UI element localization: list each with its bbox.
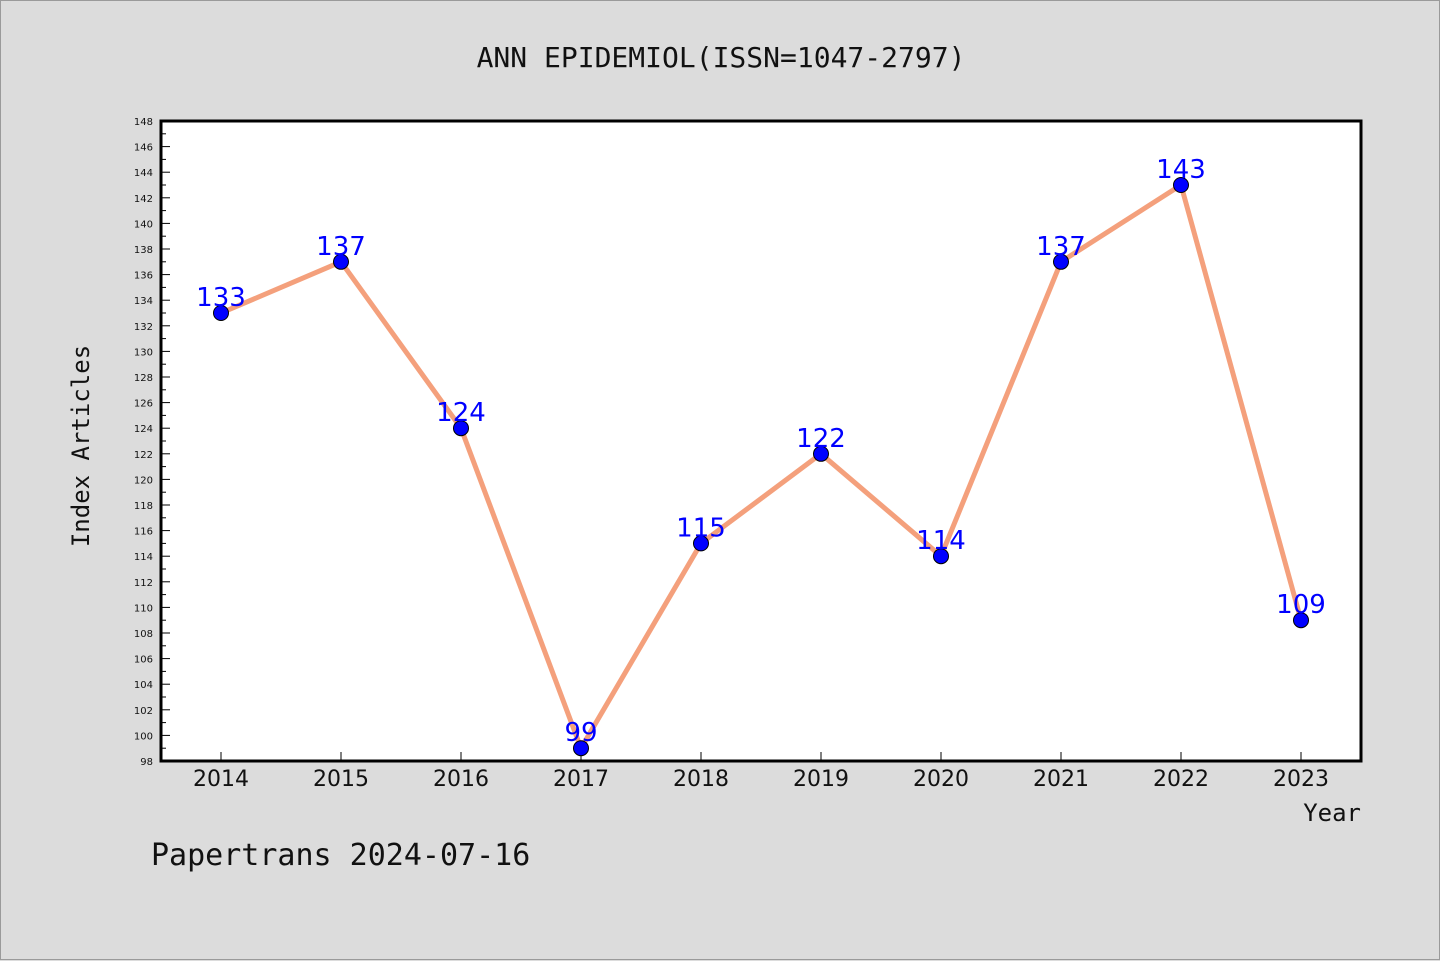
data-label: 133: [196, 283, 246, 313]
y-tick-label: 98: [140, 757, 153, 768]
chart-title: ANN EPIDEMIOL(ISSN=1047-2797): [477, 41, 966, 74]
y-tick-label: 148: [134, 117, 153, 128]
x-tick-label: 2022: [1153, 767, 1209, 792]
x-tick-label: 2015: [313, 767, 369, 792]
plot-area: [159, 119, 1363, 763]
x-tick-label: 2014: [193, 767, 249, 792]
data-point: [213, 305, 229, 321]
y-axis: 98 100 102 104 106 108 110 112 114 116 118 120 122 12…: [134, 117, 170, 768]
x-tick-label: 2021: [1033, 767, 1089, 792]
data-point: [813, 445, 829, 462]
y-tick-label: 126: [134, 399, 153, 410]
y-tick-label: 108: [134, 629, 153, 640]
data-point: [453, 420, 469, 437]
data-label: 143: [1156, 155, 1206, 185]
y-tick-label: 124: [134, 424, 153, 435]
data-label: 137: [1036, 232, 1086, 262]
y-tick-label: 116: [134, 527, 153, 538]
y-tick-label: 136: [134, 271, 153, 282]
y-tick-label: 130: [134, 347, 153, 358]
y-tick-label: 112: [134, 578, 153, 589]
x-axis-label: Year: [1303, 799, 1361, 827]
y-tick-label: 104: [134, 680, 153, 691]
data-point: [1173, 177, 1189, 193]
series-line: [218, 182, 1304, 751]
y-tick-label: 140: [134, 219, 153, 230]
data-label: 114: [916, 526, 966, 556]
data-point: [1053, 253, 1069, 270]
y-tick-label: 118: [134, 501, 153, 512]
data-point: [1293, 612, 1309, 629]
y-tick-label: 138: [134, 245, 153, 256]
x-tick-label: 2023: [1273, 767, 1329, 792]
data-label: 137: [316, 232, 366, 262]
data-point: [933, 548, 949, 565]
y-tick-label: 132: [134, 322, 153, 333]
x-tick-label: 2020: [913, 767, 969, 792]
y-tick-label: 122: [134, 450, 153, 461]
y-tick-label: 134: [134, 296, 153, 307]
x-tick-label: 2018: [673, 767, 729, 792]
y-tick-label: 106: [134, 655, 153, 666]
x-tick-label: 2016: [433, 767, 489, 792]
data-point: [333, 253, 349, 270]
data-point: [693, 535, 709, 552]
x-axis: 2014 2015 2016 2017 2018 2019 2020 2021 2022 2023: [193, 752, 1329, 792]
data-label: 122: [796, 424, 846, 454]
y-tick-label: 110: [134, 603, 153, 614]
data-label: 115: [676, 513, 726, 543]
y-axis-label: Index Articles: [67, 345, 95, 547]
y-tick-label: 144: [134, 168, 153, 179]
y-tick-label: 102: [134, 706, 153, 717]
x-tick-label: 2019: [793, 767, 849, 792]
y-tick-label: 114: [134, 552, 153, 563]
y-tick-label: 142: [134, 194, 153, 205]
data-point: [573, 740, 589, 757]
y-tick-label: 120: [134, 475, 153, 486]
series-layer: 133 137 124 99 115 122 114 137 143 109: [196, 155, 1326, 757]
data-label: 109: [1276, 590, 1326, 620]
x-tick-label: 2017: [553, 767, 609, 792]
y-tick-label: 128: [134, 373, 153, 384]
y-tick-label: 146: [134, 143, 153, 154]
data-label: 124: [436, 398, 486, 428]
data-label: 99: [564, 718, 597, 748]
footer-watermark: Papertrans 2024-07-16: [151, 838, 530, 873]
y-tick-label: 100: [134, 731, 153, 742]
